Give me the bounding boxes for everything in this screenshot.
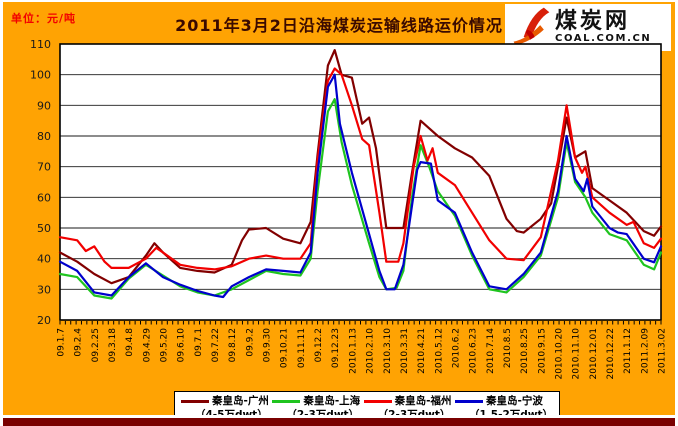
series-line-qhd-guangzhou	[58, 48, 663, 285]
x-tick-label: 2010.6.23	[469, 328, 479, 374]
x-tick-label: 09.12.2	[314, 328, 324, 362]
x-tick-label: 09.9.30	[263, 328, 273, 363]
bottom-maroon-bar	[3, 418, 675, 426]
plot-border	[59, 43, 662, 321]
x-tick-label: 09.8.12	[228, 328, 238, 362]
x-tick-label: 2010.8.25	[520, 328, 530, 374]
x-tick-label: 2010.8.5	[503, 328, 513, 368]
y-tick-label: 20	[37, 314, 51, 327]
x-tick-label: 09.1.7	[57, 328, 67, 357]
legend-line-swatch-guangzhou	[181, 400, 209, 404]
y-tick-label: 50	[37, 222, 51, 235]
y-tick-label: 70	[37, 161, 51, 174]
x-tick-label: 09.11.11	[297, 328, 307, 368]
x-tick-label: 2010.2.10	[366, 328, 376, 374]
x-tick-label: 2010.4.21	[417, 328, 427, 374]
logo-en-text: COAL.COM.CN	[555, 33, 652, 44]
plot-background	[60, 44, 661, 320]
x-tick-label: 2011.1.12	[623, 328, 633, 374]
x-tick-label: 09.7.22	[211, 328, 221, 362]
x-tick-label: 09.9.2	[245, 328, 255, 357]
legend-line-swatch-shanghai	[272, 400, 301, 404]
x-tick-label: 2010.12.22	[606, 328, 616, 380]
bottom-divider	[3, 415, 675, 418]
series-line-qhd-fuzhou	[58, 67, 663, 271]
x-tick-label: 2010.3.31	[400, 328, 410, 374]
x-tick-label: 09.3.18	[108, 328, 118, 363]
legend-line-swatch-ningbo	[454, 400, 483, 404]
legend-label: 秦皇岛-福州	[394, 395, 452, 408]
x-tick-label: 09.5.20	[160, 328, 170, 363]
x-tick-label: 09.2.25	[91, 328, 101, 362]
page-title: 2011年3月2日沿海煤炭运输线路运价情况	[175, 16, 503, 35]
x-tick-label: 09.7.1	[194, 328, 204, 357]
x-tick-label: 09.2.4	[74, 328, 84, 357]
y-tick-label: 80	[37, 130, 51, 143]
y-tick-label: 30	[37, 283, 51, 296]
x-tick-label: 2010.10.20	[554, 328, 564, 380]
x-tick-label: 09.4.8	[125, 328, 135, 357]
x-tick-label: 2011.3.02	[658, 328, 668, 374]
x-tick-label: 09.6.10	[177, 328, 187, 363]
x-tick-label: 2010.9.15	[537, 328, 547, 374]
x-tick-label: 2010.6.2	[451, 328, 461, 368]
x-tick-label: 2010.11.10	[572, 328, 582, 380]
logo-cn-text: 煤炭网	[555, 9, 631, 34]
x-tick-label: 09.12.23	[331, 328, 341, 368]
x-tick-label: 2010.5.12	[434, 328, 444, 374]
y-tick-label: 90	[37, 99, 51, 112]
y-tick-label: 40	[37, 253, 51, 266]
x-tick-label: 09.10.21	[280, 328, 290, 368]
coal-com-cn-logo: 煤炭网 COAL.COM.CN	[505, 4, 671, 51]
series-line-qhd-ningbo	[58, 73, 663, 299]
legend-label: 秦皇岛-上海	[303, 395, 361, 408]
coal-logo-swoosh-icon	[509, 4, 553, 52]
legend-label: 秦皇岛-宁波	[485, 395, 543, 408]
unit-label: 单位：元/吨	[11, 12, 77, 25]
y-tick-label: 60	[37, 191, 51, 204]
x-tick-label: 09.4.29	[142, 328, 152, 363]
x-tick-label: 2010.12.01	[589, 328, 599, 380]
price-line-chart: 20 30 40 50 60 70 80 90 100 110 09.1.7 09.2.4 09.2.2…	[30, 38, 668, 380]
x-tick-label: 2010.1.13	[348, 328, 358, 374]
x-tick-label: 2010.7.14	[486, 328, 496, 374]
x-tick-label: 2011.2.09	[640, 328, 650, 374]
legend-line-swatch-fuzhou	[363, 400, 392, 404]
y-tick-label: 100	[30, 69, 51, 82]
legend-label: 秦皇岛-广州	[212, 395, 269, 408]
y-tick-label: 110	[30, 38, 51, 51]
x-tick-label: 2010.3.10	[383, 328, 393, 374]
